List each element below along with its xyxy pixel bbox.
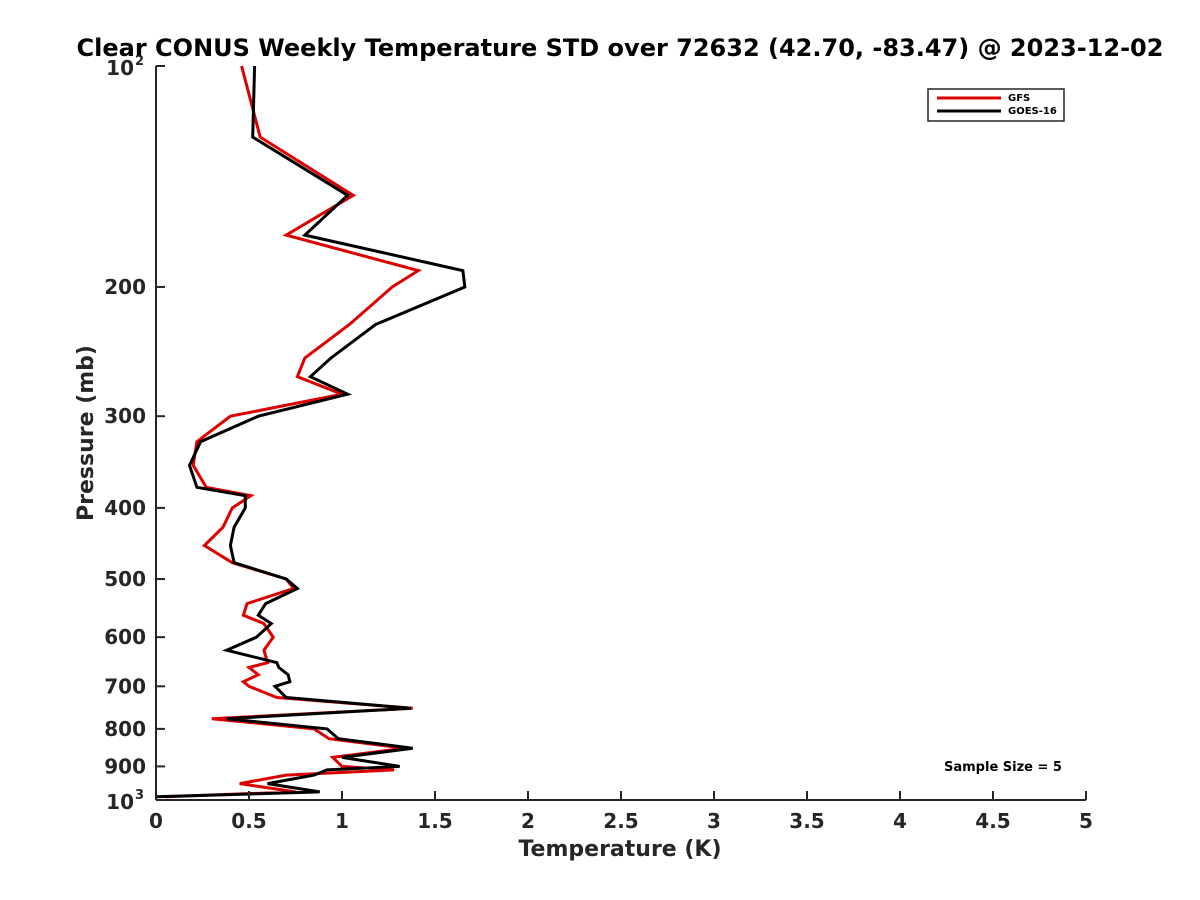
y-tick-exponent: 2 (135, 54, 144, 69)
x-tick-label: 1.5 (417, 809, 452, 833)
y-tick-label: 600 (104, 625, 146, 649)
x-tick-label: 4.5 (975, 809, 1010, 833)
plot-series-layer (155, 65, 467, 799)
legend-box (927, 88, 1065, 122)
y-tick-base: 10 (106, 790, 134, 814)
x-tick-label: 0.5 (231, 809, 266, 833)
y-tick-label: 900 (104, 754, 146, 778)
y-tick-label: 400 (104, 496, 146, 520)
chart-title: Clear CONUS Weekly Temperature STD over … (77, 34, 1164, 62)
y-tick-label-power: 10 2 (106, 54, 144, 80)
chart-legend: GFS GOES-16 (927, 88, 1065, 122)
x-tick-label: 2 (521, 809, 535, 833)
y-tick-label: 800 (104, 717, 146, 741)
y-tick-base: 10 (106, 56, 134, 80)
x-tick-label: 1 (335, 809, 349, 833)
y-tick-exponent: 3 (135, 788, 144, 803)
series-line-goes-16 (155, 65, 467, 799)
y-tick-label: 700 (104, 674, 146, 698)
x-tick-label: 5 (1079, 809, 1093, 833)
x-tick-label: 4 (893, 809, 907, 833)
legend-label-goes-16: GOES-16 (1008, 106, 1057, 117)
series-line-gfs (165, 65, 423, 799)
plot-axes (155, 65, 1087, 801)
x-tick-label: 3 (707, 809, 721, 833)
y-tick-label: 500 (104, 567, 146, 591)
y-axis-label: Pressure (mb) (74, 345, 99, 521)
y-tick-label: 300 (104, 404, 146, 428)
x-tick-label: 0 (149, 809, 163, 833)
x-tick-label: 2.5 (603, 809, 638, 833)
x-tick-label: 3.5 (789, 809, 824, 833)
y-tick-label: 200 (104, 275, 146, 299)
x-axis-label: Temperature (K) (518, 837, 721, 862)
legend-label-gfs: GFS (1008, 93, 1030, 104)
sample-size-annotation: Sample Size = 5 (944, 760, 1062, 775)
tick-labels: 0 0.5 1 1.5 2 2.5 3 3.5 4 4.5 510 22003004005006007… (104, 54, 1093, 833)
y-tick-label-power: 10 3 (106, 788, 144, 814)
